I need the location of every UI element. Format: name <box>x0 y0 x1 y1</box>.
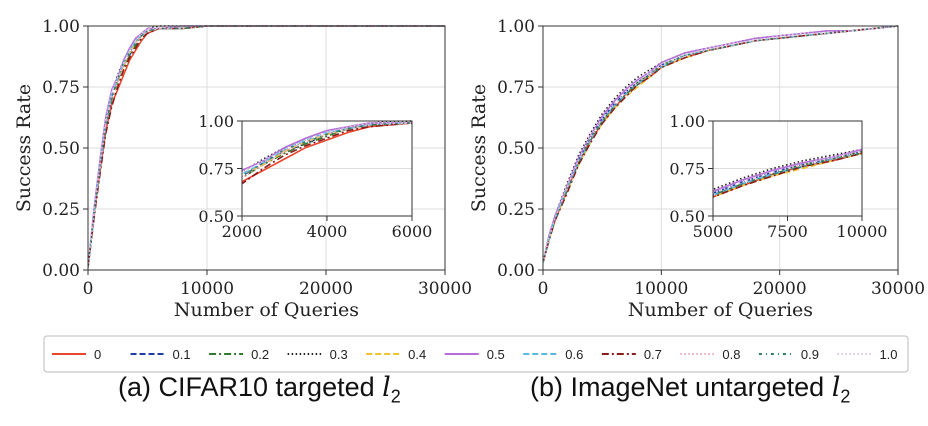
panel-a-inset-series-0-6 <box>242 122 412 176</box>
panel-a-inset-ytick-label-0: 0.50 <box>198 207 234 226</box>
legend: 0 0.1 0.2 0.3 0.4 0.5 0.6 0.7 0.8 0.9 1.0 <box>43 335 909 373</box>
legend-label-0: 0 <box>94 347 101 362</box>
panel-a-inset-ytick-label-1: 0.75 <box>198 160 234 179</box>
panel-a-frame <box>87 25 446 271</box>
panel-b-inset-series-0-5 <box>713 148 862 193</box>
legend-label-8: 0.8 <box>722 347 740 362</box>
caption-b: (b) ImageNet untargeted l2 <box>530 372 850 407</box>
panel-b-xlabel: Number of Queries <box>628 299 813 321</box>
panel-b-inset-xtick-label-0: 5000 <box>693 222 734 241</box>
legend-label-3: 0.3 <box>330 347 348 362</box>
panel-a-ytick-label-4: 1.00 <box>42 17 80 37</box>
panel-a-inset-xtick-label-0: 2000 <box>222 222 263 241</box>
panel-a-inset-series-0-9 <box>242 122 412 178</box>
panel-b-xtick-label-0: 0 <box>538 279 549 299</box>
caption-b-text: (b) ImageNet untargeted <box>530 372 825 402</box>
caption-a-symbol: l <box>382 372 391 403</box>
panel-a-inset-xtick-label-1: 4000 <box>307 222 348 241</box>
panel-a-inset-series-group <box>242 120 412 185</box>
panel-b-ytick-label-4: 1.00 <box>497 17 535 37</box>
panel-b-ytick-label-2: 0.50 <box>497 139 535 159</box>
panel-b-inset-ytick-label-0: 0.50 <box>669 207 705 226</box>
panel-b-series-0-7 <box>543 25 898 263</box>
panel-b-inset-series-group <box>713 148 862 198</box>
panel-a-xtick-label-2: 20000 <box>299 279 353 299</box>
panel-a-xtick-label-3: 30000 <box>418 279 472 299</box>
panel-b-ylabel: Success Rate <box>468 84 490 212</box>
panel-b-inset-xtick-label-2: 10000 <box>837 222 888 241</box>
panel-b-inset-series-0-1 <box>713 150 862 195</box>
panel-b-series-0-3 <box>543 25 898 263</box>
panel-a-xtick-label-1: 10000 <box>180 279 234 299</box>
panel-b-inset-frame <box>712 120 863 217</box>
legend-label-2: 0.2 <box>251 347 269 362</box>
legend-label-4: 0.4 <box>408 347 426 362</box>
panel-a-ytick-label-2: 0.50 <box>42 139 80 159</box>
panel-a-xlabel: Number of Queries <box>174 299 359 321</box>
legend-label-10: 1.0 <box>879 347 897 362</box>
panel-b-inset-xtick-label-1: 7500 <box>767 222 808 241</box>
panel-a-inset-series-0-5 <box>242 122 412 172</box>
panel-b-inset-ytick-label-2: 1.00 <box>669 112 705 131</box>
panel-b-inset-series-0-9 <box>713 152 862 196</box>
panel-b-inset-series-0-7 <box>713 152 862 198</box>
caption-a: (a) CIFAR10 targeted l2 <box>118 372 401 407</box>
panel-a-ytick-label-0: 0.00 <box>42 261 80 281</box>
legend-label-7: 0.7 <box>644 347 662 362</box>
legend-label-5: 0.5 <box>487 347 505 362</box>
panel-a-inset-series-0 <box>242 122 412 183</box>
panel-a-inset-frame <box>241 120 413 217</box>
caption-a-sub: 2 <box>390 386 401 407</box>
legend-label-6: 0.6 <box>565 347 583 362</box>
panel-b-xtick-label-2: 20000 <box>753 279 807 299</box>
panel-a-xtick-label-0: 0 <box>83 279 94 299</box>
panel-b-imagenet: 0 10000 20000 30000 0.00 0.25 0.50 0.75 1.00 Numb… <box>468 17 925 321</box>
panel-a-ytick-label-3: 0.75 <box>42 78 80 98</box>
panel-a-ylabel: Success Rate <box>13 84 35 212</box>
panel-b-xtick-label-3: 30000 <box>871 279 925 299</box>
panel-b-series-group <box>543 25 898 263</box>
panel-b-ytick-label-0: 0.00 <box>497 261 535 281</box>
panel-a-series-0-8 <box>88 25 445 268</box>
legend-label-9: 0.9 <box>801 347 819 362</box>
panel-a-inset-ytick-label-2: 1.00 <box>198 112 234 131</box>
panel-b-inset-ytick-label-1: 0.75 <box>669 160 705 179</box>
panel-b-frame <box>542 25 899 271</box>
panel-a-inset-xtick-label-2: 6000 <box>392 222 433 241</box>
panel-b-xtick-label-1: 10000 <box>634 279 688 299</box>
panel-b-ytick-label-1: 0.25 <box>497 200 535 220</box>
panel-a-inset-series-0-7 <box>242 122 412 185</box>
caption-b-symbol: l <box>831 372 841 403</box>
caption-b-sub: 2 <box>840 386 851 407</box>
legend-label-1: 0.1 <box>173 347 191 362</box>
panel-a-cifar10: 0 10000 20000 30000 0.00 0.25 0.50 0.75 1.00 Numb… <box>13 17 472 321</box>
panel-b-inset-series-1-0 <box>713 150 862 195</box>
panel-b-series-0-5 <box>543 25 898 263</box>
caption-a-text: (a) CIFAR10 targeted <box>118 372 375 402</box>
panel-b-ytick-label-3: 0.75 <box>497 78 535 98</box>
panel-a-ytick-label-1: 0.25 <box>42 200 80 220</box>
